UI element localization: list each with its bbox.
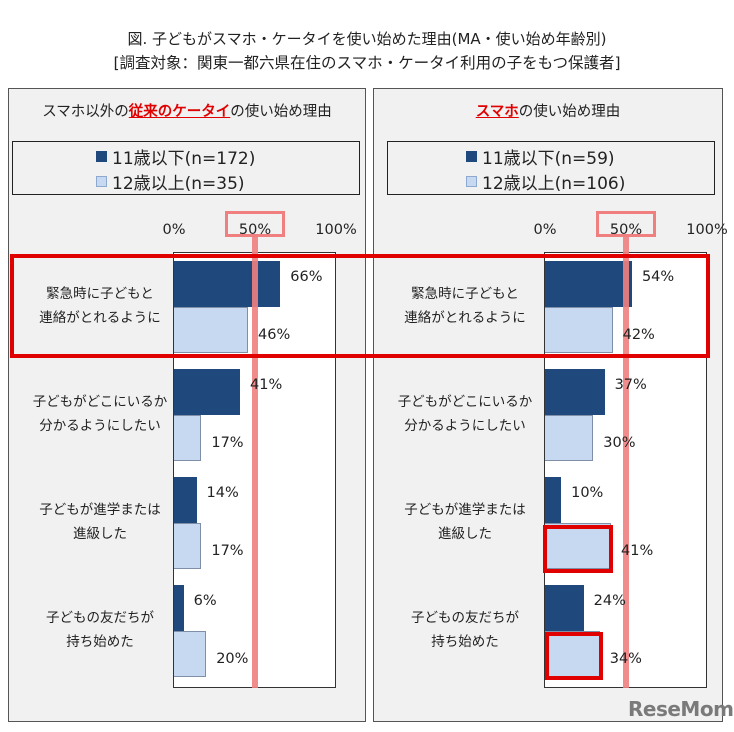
bar-over12 (545, 631, 600, 677)
chart-title-line2: [調査対象：関東一都六県在住のスマホ・ケータイ利用の子をもつ保護者] (113, 54, 621, 72)
bar-under11 (545, 585, 584, 631)
panel-title: スマホの使い始め理由 (475, 104, 621, 120)
bar-over12 (545, 415, 594, 461)
value-label: 24% (593, 593, 626, 609)
legend-swatch-dark (96, 151, 107, 162)
value-label: 66% (290, 269, 323, 285)
category-label: 緊急時に子どもと 連絡がとれるように (39, 286, 161, 326)
value-label: 20% (216, 651, 249, 667)
legend-swatch-dark (466, 151, 477, 162)
bar-under11 (174, 585, 184, 631)
value-label: 17% (211, 543, 244, 559)
value-label: 14% (206, 485, 239, 501)
value-label: 41% (621, 543, 654, 559)
value-label: 42% (622, 327, 655, 343)
panel-title: スマホ以外の従来のケータイの使い始め理由 (42, 104, 332, 120)
legend-item-under11: 11歳以下(n=172) (96, 144, 255, 169)
fifty-percent-highlight-box (596, 211, 656, 237)
bar-under11 (174, 261, 281, 307)
x-tick-0: 0% (533, 222, 557, 238)
x-tick-100: 100% (686, 222, 728, 238)
bar-over12 (174, 523, 202, 569)
category-label: 子どもがどこにいるか 分かるようにしたい (397, 394, 533, 434)
value-label: 37% (614, 377, 647, 393)
panel-title-highlight: 従来のケータイ (128, 104, 231, 120)
highlight-box-smartphone-school (543, 525, 613, 573)
bar-under11 (545, 261, 632, 307)
value-label: 54% (641, 269, 675, 285)
category-label: 子どもが進学または 進級した (39, 502, 161, 542)
category-label: 子どもの友だちが 持ち始めた (46, 610, 154, 650)
legend-item-under11: 11歳以下(n=59) (466, 144, 615, 169)
bar-under11 (174, 369, 240, 415)
bar-over12 (174, 307, 249, 353)
fifty-percent-reference-line (623, 237, 629, 688)
category-label: 子どもが進学または 進級した (404, 502, 526, 542)
bar-over12 (545, 307, 613, 353)
category-label: 子どもの友だちが 持ち始めた (411, 610, 519, 650)
category-label: 子どもがどこにいるか 分かるようにしたい (32, 394, 168, 434)
x-tick-100: 100% (315, 222, 357, 238)
fifty-percent-reference-line (252, 237, 258, 688)
value-label: 34% (609, 651, 642, 667)
value-label: 17% (211, 435, 244, 451)
legend-item-over12: 12歳以上(n=35) (96, 169, 245, 194)
value-label: 41% (250, 377, 283, 393)
legend-item-over12: 12歳以上(n=106) (466, 169, 625, 194)
bar-under11 (545, 369, 605, 415)
value-label: 6% (193, 593, 217, 609)
legend: 11歳以下(n=59) 12歳以上(n=106) (387, 141, 715, 195)
highlight-box-emergency-row (10, 254, 710, 358)
x-tick-0: 0% (162, 222, 186, 238)
fifty-percent-highlight-box (225, 211, 285, 237)
bar-over12 (545, 523, 611, 569)
value-label: 30% (603, 435, 636, 451)
legend-swatch-light (466, 176, 477, 187)
bar-over12 (174, 415, 202, 461)
value-label: 46% (258, 327, 291, 343)
bar-under11 (174, 477, 197, 523)
legend: 11歳以下(n=172) 12歳以上(n=35) (12, 141, 360, 195)
category-label: 緊急時に子どもと 連絡がとれるように (404, 286, 526, 326)
highlight-box-smartphone-friends (545, 632, 603, 680)
legend-swatch-light (96, 176, 107, 187)
bar-over12 (174, 631, 207, 677)
panel-title-highlight: スマホ (475, 104, 519, 120)
bar-under11 (545, 477, 562, 523)
resemom-logo: ReseMom (628, 697, 734, 721)
chart-title-line1: 図. 子どもがスマホ・ケータイを使い始めた理由(MA・使い始め年齢別) (127, 30, 607, 48)
value-label: 10% (571, 485, 604, 501)
